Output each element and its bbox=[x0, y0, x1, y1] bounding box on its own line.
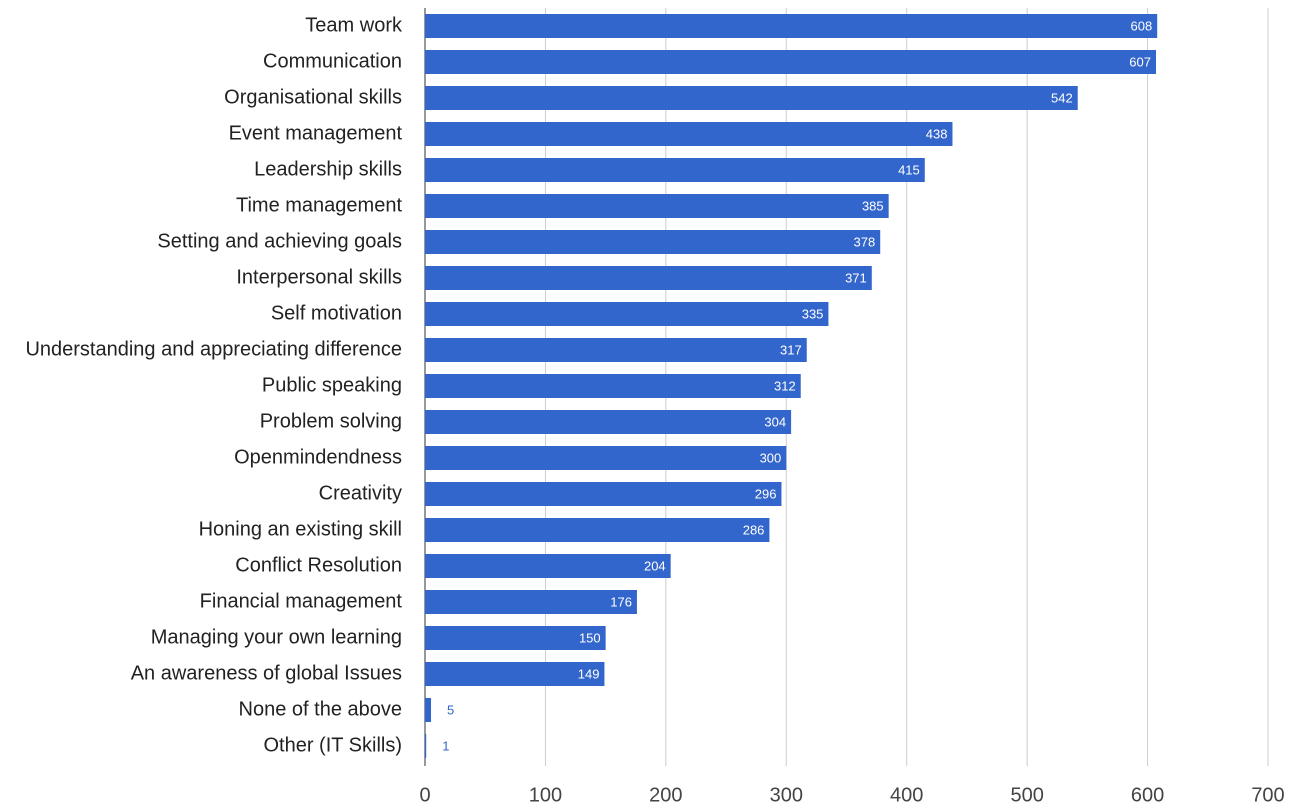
value-label: 300 bbox=[760, 450, 782, 465]
value-label: 149 bbox=[578, 666, 600, 681]
category-label: Team work bbox=[305, 14, 403, 36]
x-tick-label: 700 bbox=[1251, 784, 1284, 806]
category-label: Managing your own learning bbox=[151, 626, 402, 648]
category-label: Public speaking bbox=[262, 374, 402, 396]
value-label: 312 bbox=[774, 378, 796, 393]
value-label: 371 bbox=[845, 270, 867, 285]
x-tick-label: 0 bbox=[419, 784, 430, 806]
bar bbox=[425, 734, 427, 758]
bar bbox=[425, 518, 770, 542]
bar bbox=[425, 230, 881, 254]
bar bbox=[425, 626, 606, 650]
x-tick-label: 100 bbox=[529, 784, 562, 806]
bar bbox=[425, 158, 925, 182]
category-label: Interpersonal skills bbox=[236, 266, 402, 288]
category-label: Creativity bbox=[319, 482, 402, 504]
x-tick-label: 300 bbox=[770, 784, 803, 806]
value-label: 607 bbox=[1129, 54, 1151, 69]
bar bbox=[425, 698, 432, 722]
value-label: 304 bbox=[764, 414, 786, 429]
category-label: Financial management bbox=[200, 590, 403, 612]
bar bbox=[425, 86, 1078, 110]
category-label: Openmindendness bbox=[234, 446, 402, 468]
value-label: 438 bbox=[926, 126, 948, 141]
bar bbox=[425, 374, 801, 398]
bar bbox=[425, 266, 872, 290]
value-label: 542 bbox=[1051, 90, 1073, 105]
bar bbox=[425, 410, 792, 434]
x-tick-label: 600 bbox=[1131, 784, 1164, 806]
bar bbox=[425, 662, 605, 686]
category-label: Honing an existing skill bbox=[199, 518, 402, 540]
value-label: 5 bbox=[447, 702, 454, 717]
bar bbox=[425, 302, 829, 326]
bar bbox=[425, 50, 1157, 74]
value-label: 204 bbox=[644, 558, 666, 573]
value-label: 415 bbox=[898, 162, 920, 177]
bar bbox=[425, 482, 782, 506]
category-label: Event management bbox=[229, 122, 403, 144]
bar bbox=[425, 554, 671, 578]
category-label: Self motivation bbox=[271, 302, 402, 324]
bar bbox=[425, 338, 807, 362]
bar bbox=[425, 446, 787, 470]
bar bbox=[425, 122, 953, 146]
category-label: Setting and achieving goals bbox=[157, 230, 402, 252]
x-tick-label: 500 bbox=[1010, 784, 1043, 806]
category-label: Conflict Resolution bbox=[235, 554, 402, 576]
category-label: None of the above bbox=[239, 698, 402, 720]
bar bbox=[425, 14, 1158, 38]
value-label: 176 bbox=[610, 594, 632, 609]
value-label: 286 bbox=[743, 522, 765, 537]
value-label: 296 bbox=[755, 486, 777, 501]
category-label: Communication bbox=[263, 50, 402, 72]
bar bbox=[425, 194, 889, 218]
value-label: 317 bbox=[780, 342, 802, 357]
value-label: 150 bbox=[579, 630, 601, 645]
category-label: Other (IT Skills) bbox=[263, 734, 402, 756]
category-label: Leadership skills bbox=[254, 158, 402, 180]
value-label: 378 bbox=[854, 234, 876, 249]
category-label: Time management bbox=[236, 194, 402, 216]
category-label: Understanding and appreciating differenc… bbox=[25, 338, 402, 360]
category-label: Organisational skills bbox=[224, 86, 402, 108]
x-tick-label: 400 bbox=[890, 784, 923, 806]
category-label: An awareness of global Issues bbox=[131, 662, 402, 684]
value-label: 335 bbox=[802, 306, 824, 321]
value-label: 608 bbox=[1131, 18, 1153, 33]
value-label: 1 bbox=[442, 738, 449, 753]
x-tick-label: 200 bbox=[649, 784, 682, 806]
category-label: Problem solving bbox=[260, 410, 402, 432]
value-label: 385 bbox=[862, 198, 884, 213]
bar bbox=[425, 590, 637, 614]
